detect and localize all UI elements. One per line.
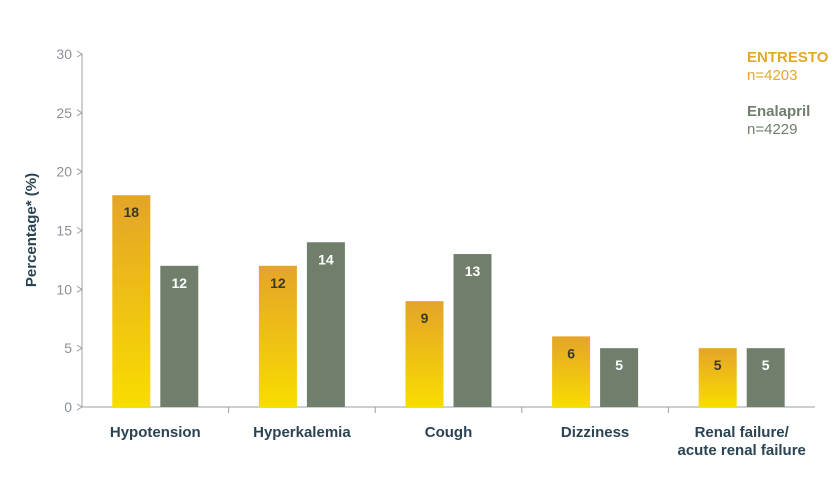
y-tick-mark (76, 109, 83, 117)
x-tick-label: Hypotension (110, 424, 201, 441)
data-label: 5 (714, 357, 722, 373)
y-tick-label: 15 (56, 223, 72, 239)
data-label: 13 (465, 263, 481, 279)
bar-entresto (112, 195, 151, 407)
bar-entresto (552, 336, 591, 407)
bars: 18 12 9 6 5 12 14 13 5 5 (112, 195, 785, 407)
bar-enalapril (160, 265, 199, 407)
y-tick-label: 0 (64, 399, 72, 415)
y-tick-label: 20 (56, 164, 72, 180)
data-label: 5 (615, 357, 623, 373)
y-tick-mark (76, 50, 83, 58)
x-tick-label: acute renal failure (678, 442, 806, 459)
y-tick-mark (76, 403, 83, 411)
bar-entresto (405, 301, 444, 407)
y-tick-label: 5 (64, 340, 72, 356)
bar-enalapril (453, 254, 492, 407)
y-axis-label: Percentage* (%) (23, 173, 40, 287)
x-tick-label: Hyperkalemia (253, 424, 351, 441)
legend-n-entresto: n=4203 (747, 67, 797, 84)
x-tick-label: Cough (425, 424, 472, 441)
y-tick-mark (76, 168, 83, 176)
bar-entresto (698, 348, 737, 407)
legend-entry-entresto: ENTRESTO (747, 49, 829, 66)
data-label: 12 (270, 275, 286, 291)
bar-enalapril (306, 242, 345, 407)
legend-n-enalapril: n=4229 (747, 121, 797, 138)
x-tick-label: Renal failure/ (695, 424, 790, 441)
y-tick-mark (76, 344, 83, 352)
data-label: 18 (124, 204, 140, 220)
bar-enalapril (600, 348, 639, 407)
legend-entry-enalapril: Enalapril (747, 103, 810, 120)
data-label: 9 (421, 310, 429, 326)
bar-enalapril (746, 348, 785, 407)
x-tick-label: Dizziness (561, 424, 629, 441)
y-tick-label: 10 (56, 281, 72, 297)
data-label: 6 (567, 345, 575, 361)
y-tick-mark (76, 285, 83, 293)
data-label: 14 (318, 251, 334, 267)
y-tick-mark (76, 227, 83, 234)
labels: Hypotension Hyperkalemia Cough Dizziness Ren… (110, 424, 806, 459)
axes: 0 5 10 15 20 25 30 (56, 46, 815, 415)
y-tick-label: 25 (56, 105, 72, 121)
legend: ENTRESTO n=4203 Enalapril n=4229 (747, 49, 829, 138)
y-tick-label: 30 (56, 46, 72, 62)
data-label: 12 (172, 275, 188, 291)
bar-entresto (258, 265, 297, 407)
data-label: 5 (762, 357, 770, 373)
